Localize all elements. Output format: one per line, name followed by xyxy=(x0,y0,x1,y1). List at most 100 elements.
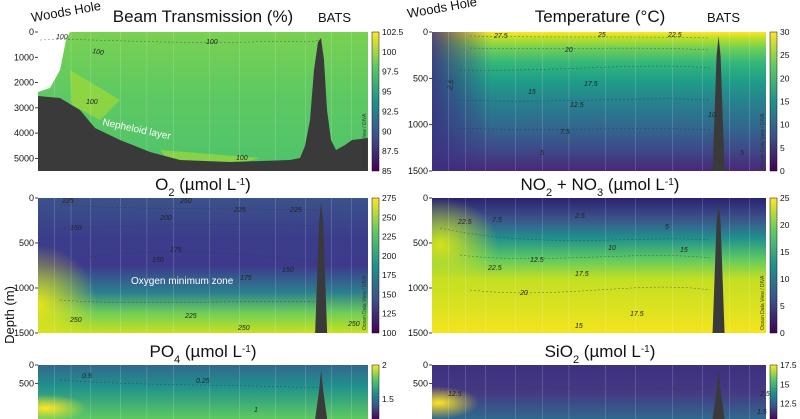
colorbar xyxy=(371,364,380,419)
y-tick-label: 500 xyxy=(413,238,428,248)
contour-label: 225 xyxy=(184,313,197,320)
contour-label: 22.5 xyxy=(487,265,502,272)
contour-label: 17.5 xyxy=(630,311,644,318)
panel-title-part: -1 xyxy=(665,177,674,188)
y-tick-label: 0 xyxy=(29,360,34,370)
colorbar-tick-label: 15 xyxy=(780,247,790,257)
colorbar-tick-label: 200 xyxy=(382,251,396,261)
colorbar-tick-label: 5 xyxy=(780,301,785,311)
colorbar-tick-label: 95 xyxy=(382,87,392,97)
contour-label: 2.5 xyxy=(574,213,585,220)
contour-label: 22.5 xyxy=(457,219,472,226)
contour-label: 200 xyxy=(159,215,172,222)
colorbar-tick-label: 25 xyxy=(780,50,790,60)
panel-title-part: (µmol L xyxy=(180,342,242,361)
colorbar-tick-label: 5 xyxy=(780,143,785,153)
colorbar-tick-label: 87.5 xyxy=(382,146,399,156)
contour-label: 5 xyxy=(540,150,544,157)
seamount-topography xyxy=(315,202,328,333)
colorbar-tick-label: 15 xyxy=(780,97,790,107)
colorbar-tick-label: 15 xyxy=(780,379,790,389)
contour-line xyxy=(469,35,711,39)
panel-title-part: Beam Transmission (%) xyxy=(113,7,293,26)
contour-label: 2.5 xyxy=(759,391,770,398)
colorbar-tick-label: 85 xyxy=(382,166,392,176)
contour-label: 150 xyxy=(282,267,294,274)
panel-title-part: SiO xyxy=(545,342,573,361)
contour-label: 27.5 xyxy=(493,33,508,40)
contour-label: 1.5 xyxy=(757,409,767,416)
y-tick-label: 3000 xyxy=(14,103,34,113)
panel-title: O2 (µmol L-1) xyxy=(155,175,251,199)
colorbar-tick-label: 10 xyxy=(780,274,790,284)
colorbar-tick-label: 0 xyxy=(780,328,785,338)
contour-label: 10 xyxy=(708,112,716,119)
contour-label: 0.5 xyxy=(82,373,92,380)
panel-title: Temperature (°C) xyxy=(535,7,666,26)
y-tick-label: 1500 xyxy=(408,328,428,338)
contour-label: 7.5 xyxy=(492,217,502,224)
contour-label: 12.5 xyxy=(448,391,462,398)
colorbar-tick-label: 225 xyxy=(382,232,396,242)
watermark: Ocean Data View / DIVA xyxy=(362,275,368,330)
y-tick-label: 500 xyxy=(413,378,428,388)
panel-title-part: PO xyxy=(149,342,174,361)
contour-label: 5 xyxy=(740,150,744,157)
colorbar-tick-label: 250 xyxy=(382,212,396,222)
seamount-topography xyxy=(712,202,725,333)
coastal-high-oxygen xyxy=(38,198,170,333)
colorbar-tick-label: 2 xyxy=(382,360,387,370)
contour-label: 225 xyxy=(61,198,74,205)
contour-label: 17.5 xyxy=(575,271,589,278)
colorbar-tick-label: 20 xyxy=(780,220,790,230)
contour-label: 17.5 xyxy=(584,81,598,88)
contour-label: 150 xyxy=(70,225,82,232)
station-label-bats-right: BATS xyxy=(707,10,740,25)
contour-label: 175 xyxy=(240,275,252,282)
contour-label: 5 xyxy=(665,224,669,231)
contour-label: 2.5 xyxy=(447,79,456,91)
panel-beam-transmission: Beam Transmission (%)100100100100100Neph… xyxy=(14,7,404,176)
contour-label: 150 xyxy=(152,257,164,264)
panel-title-part: -1 xyxy=(641,344,650,355)
contour-label: 25 xyxy=(597,32,606,39)
contour-label: 100 xyxy=(92,48,105,57)
panel-title-part: 2 xyxy=(546,187,552,199)
y-tick-label: 500 xyxy=(19,378,34,388)
colorbar xyxy=(769,364,778,419)
coastal-high-nitrate xyxy=(432,198,599,333)
contour-label: 22.5 xyxy=(667,32,682,39)
colorbar-tick-label: 100 xyxy=(382,47,396,57)
panel-nitrate-nitrite: NO2 + NO3 (µmol L-1) 22.5 7.5 2.5 5 10 15 12.5 1… xyxy=(408,175,790,338)
colorbar xyxy=(371,31,380,172)
colorbar-tick-label: 175 xyxy=(382,270,396,280)
station-label-woods-hole-right: Woods Hole xyxy=(406,0,478,21)
panel-title-part: + NO xyxy=(552,175,597,194)
colorbar-tick-label: 20 xyxy=(780,73,790,83)
panel-title-part: (µmol L xyxy=(579,342,641,361)
panel-silicate: SiO2 (µmol L-1) 12.5 2.5 1.5 0 500 12.5 15 17.5 xyxy=(413,342,797,419)
y-tick-label: 500 xyxy=(19,238,34,248)
contour-line xyxy=(439,387,711,391)
colorbar xyxy=(769,31,778,172)
seamount-topography xyxy=(315,370,328,419)
contour-label: 10 xyxy=(608,245,616,252)
contour-line xyxy=(39,39,319,43)
colorbar-tick-label: 97.5 xyxy=(382,67,399,77)
y-tick-label: 0 xyxy=(423,27,428,37)
colorbar-tick-label: 275 xyxy=(382,193,396,203)
colorbar xyxy=(371,197,380,334)
colorbar-tick-label: 150 xyxy=(382,289,396,299)
watermark: Ocean Data View / DIVA xyxy=(760,275,766,330)
contour-label: 100 xyxy=(206,39,218,46)
nepheloid-layer-patch xyxy=(70,70,120,120)
colorbar-tick-label: 0 xyxy=(780,166,785,176)
panel-title-part: ) xyxy=(674,175,680,194)
colorbar-tick-label: 100 xyxy=(382,328,396,338)
no-data-region xyxy=(38,32,70,92)
y-tick-label: 1500 xyxy=(14,328,34,338)
contour-label: 7.5 xyxy=(560,129,570,136)
panel-title-part: 4 xyxy=(174,354,180,366)
contour-label: 100 xyxy=(236,155,248,162)
y-tick-label: 0 xyxy=(29,193,34,203)
